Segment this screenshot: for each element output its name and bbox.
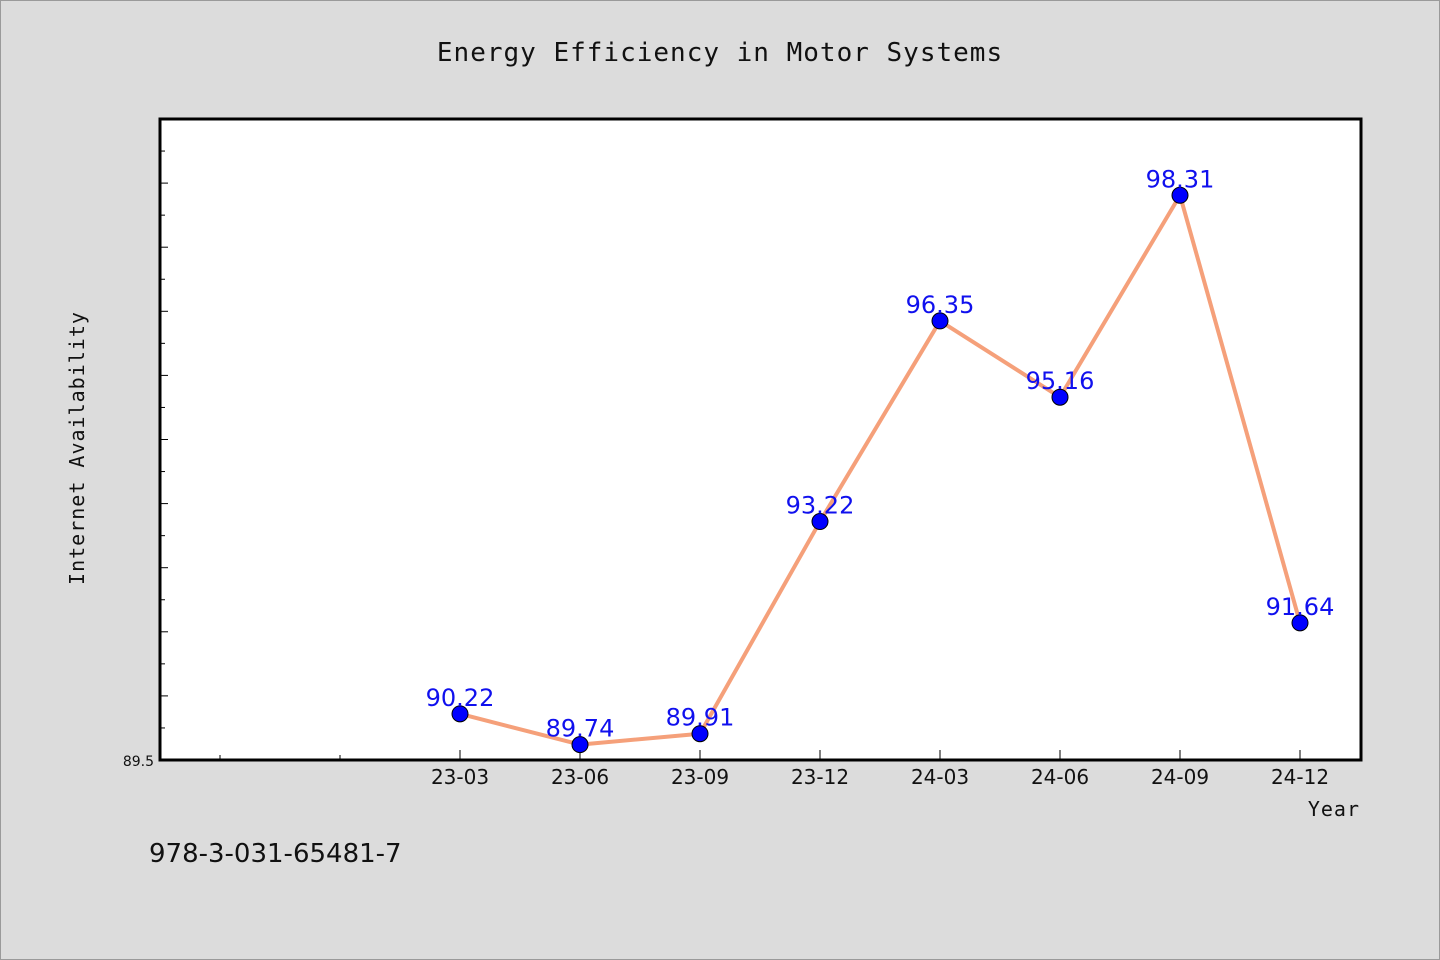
data-point [1051,388,1069,406]
x-tick-label: 24-06 [1031,765,1089,789]
y-axis-ticks [160,118,168,761]
data-label: 90.22 [426,684,495,712]
x-axis-label: Year [1308,797,1360,821]
x-tick-label: 24-12 [1271,765,1329,789]
footnote-isbn: 978-3-031-65481-7 [149,839,402,869]
x-tick-label: 24-09 [1151,765,1209,789]
data-label: 96.35 [906,291,975,319]
data-point [691,725,709,743]
x-tick-label: 23-09 [671,765,729,789]
y-axis-label: Internet Availability [65,311,89,585]
data-point [1171,186,1189,204]
data-markers [451,186,1309,754]
data-point [571,736,589,754]
x-tick-label: 24-03 [911,765,969,789]
data-point [811,513,829,531]
data-label: 89.91 [666,704,735,732]
data-label: 91.64 [1266,593,1335,621]
series-line [459,193,1302,747]
x-tick-label: 23-06 [551,765,609,789]
data-label: 89.74 [546,715,615,743]
data-label: 98.31 [1146,165,1215,193]
data-point [931,312,949,330]
y-tick-label: 89.5 [123,754,154,770]
data-label: 95.16 [1026,367,1095,395]
x-tick-label: 23-03 [431,765,489,789]
data-labels: 90.22 89.74 89.91 93.22 96.35 95.16 98.31 91.64 [426,165,1335,742]
x-tick-label: 23-12 [791,765,849,789]
data-label: 93.22 [786,492,855,520]
x-tick-labels: 23-03 23-06 23-09 23-12 24-03 24-06 24-09 24-12 [431,765,1329,789]
data-point [1291,614,1309,632]
plot-area [158,117,1363,762]
chart-title: Energy Efficiency in Motor Systems [437,38,1003,68]
data-point [451,705,469,723]
